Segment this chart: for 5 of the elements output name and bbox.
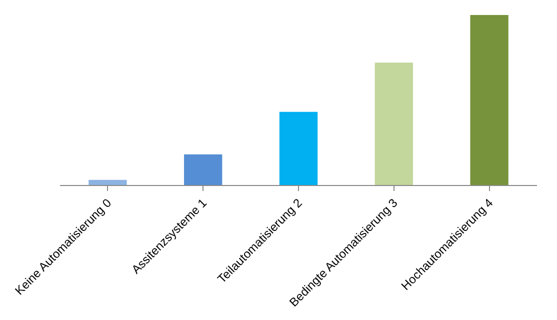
bar (374, 62, 413, 185)
bar (184, 154, 222, 185)
bar (470, 15, 508, 185)
bar (88, 180, 127, 185)
bar (279, 112, 318, 185)
